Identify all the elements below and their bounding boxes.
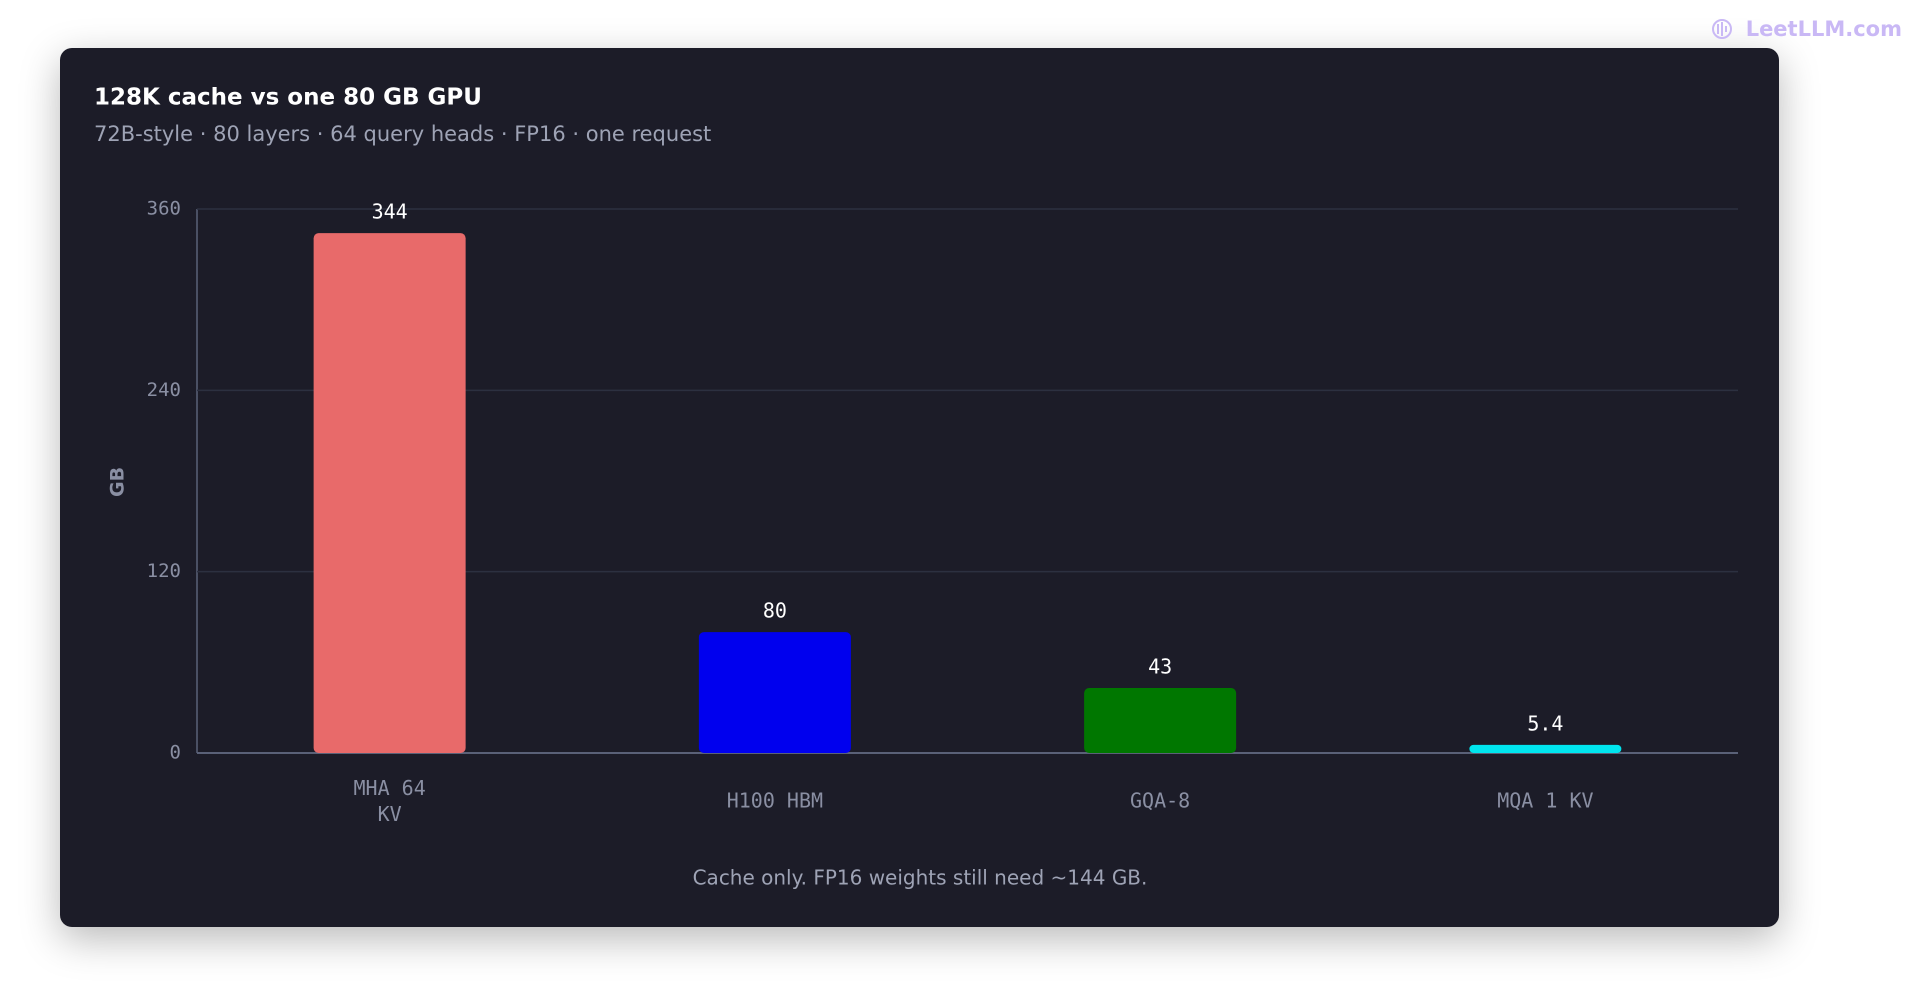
watermark-icon (1712, 19, 1732, 39)
watermark: LeetLLM.com (1746, 17, 1902, 41)
chart-title: 128K cache vs one 80 GB GPU (94, 85, 482, 111)
value-label: 80 (763, 599, 787, 623)
y-tick-label: 360 (147, 198, 181, 220)
value-label: 43 (1148, 655, 1172, 679)
chart-subtitle: 72B-style · 80 layers · 64 query heads ·… (94, 122, 711, 146)
x-tick-label: GQA-8 (1130, 789, 1190, 813)
y-tick-label: 240 (147, 379, 181, 401)
bar (1469, 744, 1622, 753)
bar (698, 632, 851, 753)
y-axis-label: GB (107, 467, 129, 497)
y-tick-label: 120 (147, 560, 181, 582)
bar (313, 233, 466, 753)
y-tick-label: 0 (170, 742, 181, 764)
x-tick-label: H100 HBM (727, 789, 823, 813)
annotation: Cache only. FP16 weights still need ~144… (693, 866, 1148, 890)
x-tick-label: MQA 1 KV (1497, 789, 1593, 813)
bar (1084, 688, 1237, 753)
x-tick-label: MHA 64 KV (354, 776, 426, 826)
value-label: 344 (372, 200, 408, 224)
value-label: 5.4 (1527, 711, 1563, 735)
